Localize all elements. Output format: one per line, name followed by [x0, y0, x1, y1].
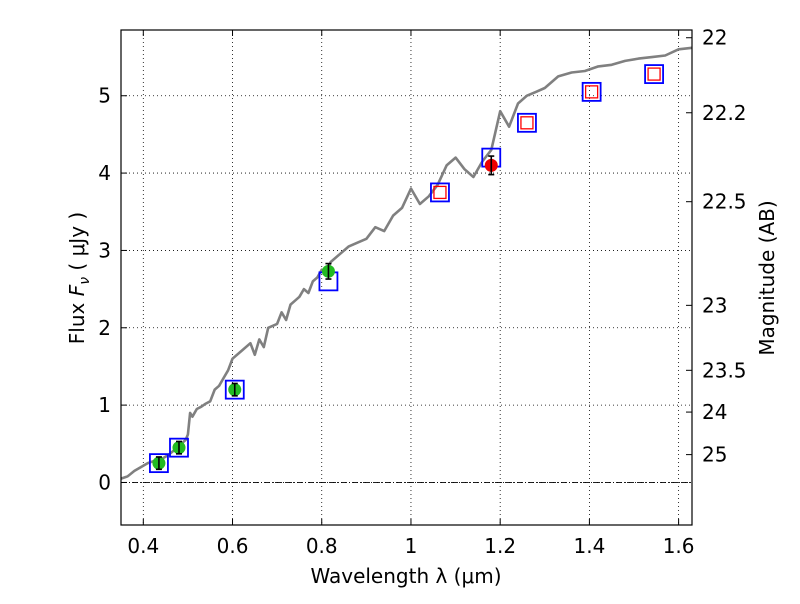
grid-lines [121, 30, 692, 525]
axis-ticks [121, 30, 692, 525]
y-tick-label: 2 [98, 316, 111, 340]
model-point-blue-square [224, 379, 245, 400]
model-point-red-square [647, 67, 661, 81]
x-tick-label: 0.6 [217, 534, 249, 558]
y-tick-label: 5 [98, 84, 111, 108]
x-tick-label: 0.8 [306, 534, 338, 558]
y-tick-label: 1 [98, 393, 111, 417]
model-point-blue-square [169, 437, 189, 458]
y2-tick-label: 22.2 [702, 101, 747, 125]
model-point-red-square [520, 116, 534, 130]
model-point-red-square [433, 185, 447, 200]
y-axis-title-subscript: ν [77, 277, 93, 285]
tick-labels: 0.4 0.6 0.8 1 1.2 1.4 1.60123452222.222.52323.… [98, 26, 746, 558]
model-point-blue-square [149, 453, 169, 474]
x-tick-label: 1.4 [573, 534, 605, 558]
y2-tick-label: 23.5 [702, 358, 747, 382]
x-tick-label: 1 [405, 534, 418, 558]
data-points [149, 64, 664, 474]
model-point-red-square [584, 85, 599, 99]
y2-tick-label: 23 [702, 293, 727, 317]
plot-frame [120, 29, 693, 526]
spectrum-line [120, 46, 693, 480]
model-point-blue-square [644, 64, 664, 84]
x-tick-label: 1.6 [663, 534, 695, 558]
model-point-blue-square [517, 112, 537, 133]
x-tick-label: 1.2 [484, 534, 516, 558]
y2-tick-label: 25 [702, 443, 727, 467]
y2-tick-label: 22 [702, 26, 727, 50]
model-point-blue-square [581, 81, 602, 102]
y-tick-label: 0 [98, 470, 111, 494]
model-spectrum [120, 46, 693, 480]
x-tick-label: 0.4 [127, 534, 159, 558]
y-tick-label: 4 [98, 161, 111, 185]
y2-tick-label: 22.5 [702, 190, 747, 214]
model-point-blue-square [430, 182, 450, 203]
x-axis-title: Wavelength λ (μm) [310, 564, 501, 588]
y-axis-title-symbol: F [65, 284, 89, 296]
y-axis-title-suffix: ( μJy ) [65, 212, 89, 277]
y2-axis-title: Magnitude (AB) [755, 200, 779, 355]
y2-tick-label: 24 [702, 400, 727, 424]
y-tick-label: 3 [98, 238, 111, 262]
y-axis-title-prefix: Flux [65, 296, 89, 344]
y-axis-title: Flux Fν ( μJy ) [65, 212, 93, 344]
